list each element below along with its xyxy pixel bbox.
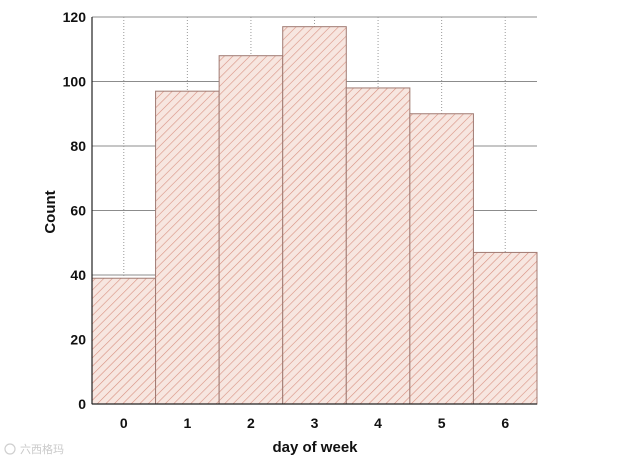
x-tick-label: 4: [374, 415, 382, 431]
x-axis-label: day of week: [272, 439, 358, 456]
y-tick-label: 100: [63, 74, 87, 90]
y-tick-label: 0: [78, 396, 86, 412]
bar-day-0: [91, 277, 157, 405]
y-tick-label: 20: [70, 332, 86, 348]
watermark: 六西格玛: [4, 442, 64, 456]
watermark-text: 六西格玛: [20, 442, 64, 456]
bars: [91, 26, 538, 405]
y-tick-label: 60: [70, 203, 86, 219]
axes: [91, 17, 537, 405]
bar-day-4: [345, 87, 411, 405]
watermark-icon: [4, 443, 16, 455]
x-tick-label: 6: [501, 415, 509, 431]
y-axis-label: Count: [42, 190, 59, 233]
bar-day-3: [282, 26, 347, 405]
y-tick-labels: 0 20 40 60 80 100 120: [63, 9, 87, 412]
y-tick-label: 120: [63, 9, 87, 25]
bar-day-1: [155, 90, 220, 405]
x-tick-labels: 0 1 2 3 4 5 6: [120, 415, 509, 431]
x-tick-label: 2: [247, 415, 255, 431]
bar-day-2: [218, 55, 284, 405]
bar-day-6: [472, 251, 538, 405]
x-tick-label: 0: [120, 415, 128, 431]
y-tick-label: 80: [70, 138, 86, 154]
y-tick-label: 40: [70, 267, 86, 283]
x-tick-label: 1: [183, 415, 191, 431]
x-tick-label: 5: [438, 415, 446, 431]
bar-day-5: [409, 113, 474, 405]
x-tick-label: 3: [311, 415, 319, 431]
